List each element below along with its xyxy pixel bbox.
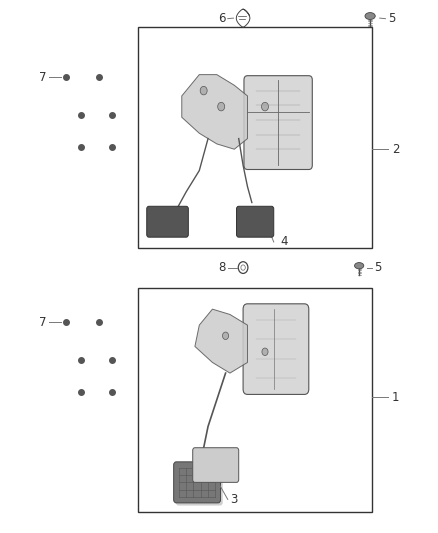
Circle shape [223,332,229,340]
Circle shape [262,348,268,356]
Circle shape [219,463,224,470]
FancyBboxPatch shape [237,206,274,237]
Ellipse shape [354,263,364,269]
Text: 5: 5 [374,261,382,274]
Polygon shape [182,75,247,149]
FancyBboxPatch shape [176,464,223,505]
Text: 3: 3 [230,493,237,506]
Circle shape [218,102,225,111]
Text: 5: 5 [388,12,395,25]
Text: 8: 8 [218,261,226,274]
Text: 1: 1 [392,391,399,403]
FancyBboxPatch shape [173,462,221,503]
Bar [138,27,372,248]
Circle shape [200,86,207,95]
Text: 7: 7 [39,71,47,84]
FancyBboxPatch shape [243,304,309,394]
Text: 6: 6 [218,12,226,25]
Text: 7: 7 [39,316,47,329]
FancyBboxPatch shape [147,206,188,237]
Polygon shape [195,309,247,373]
Circle shape [201,463,206,470]
Text: 4: 4 [280,236,288,248]
FancyBboxPatch shape [244,76,312,169]
Ellipse shape [365,13,375,20]
Text: 2: 2 [392,143,399,156]
Bar [138,288,372,512]
FancyBboxPatch shape [193,448,239,482]
Circle shape [261,102,268,111]
